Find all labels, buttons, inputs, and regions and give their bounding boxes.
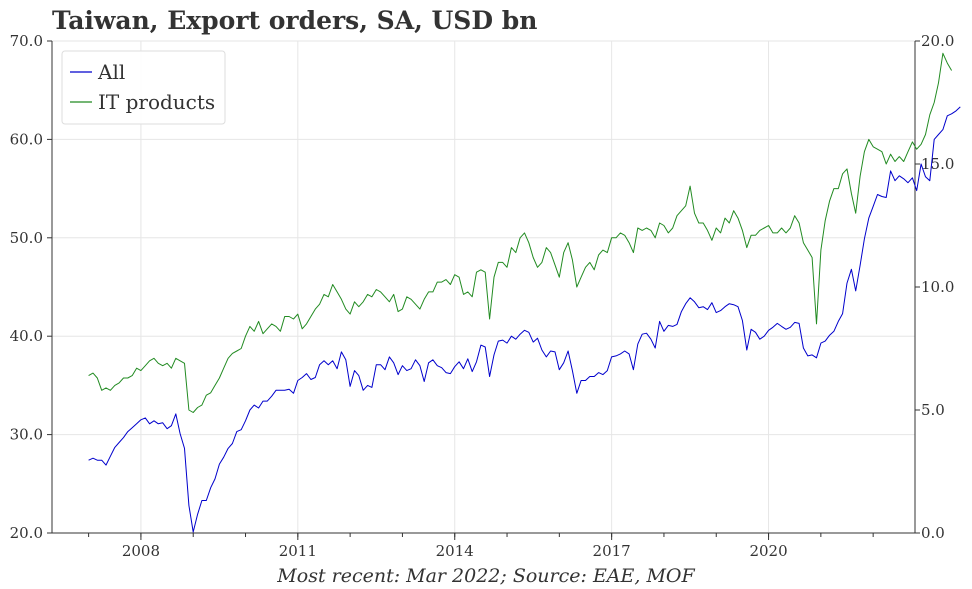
series-line-it-products (88, 52, 953, 413)
x-tick-label: 2017 (593, 542, 631, 560)
y-left-tick-label: 50.0 (10, 229, 43, 247)
series-lines (88, 52, 961, 533)
y-left-tick-label: 40.0 (10, 327, 43, 345)
legend-label: IT products (98, 90, 215, 114)
y-left-tick-label: 60.0 (10, 130, 43, 148)
series-line-all (88, 106, 961, 533)
legend-label: All (97, 60, 125, 84)
axes: 20.0 30.0 40.0 50.0 60.0 70.0 0.0 5.0 10.0 15.0 20… (10, 32, 955, 560)
legend: All IT products (61, 50, 226, 125)
y-right-tick-label: 0.0 (921, 524, 945, 542)
y-right-tick-label: 15.0 (921, 155, 954, 173)
y-right-tick-label: 5.0 (921, 401, 945, 419)
x-tick-label: 2011 (279, 542, 317, 560)
chart-title: Taiwan, Export orders, SA, USD bn (52, 6, 538, 35)
x-tick-label: 2014 (436, 542, 474, 560)
y-right-tick-label: 10.0 (921, 278, 954, 296)
y-left-tick-label: 70.0 (10, 32, 43, 50)
y-left-tick-label: 30.0 (10, 426, 43, 444)
grid (52, 40, 915, 534)
x-tick-label: 2020 (749, 542, 787, 560)
x-tick-label: 2008 (122, 542, 160, 560)
legend-box (61, 50, 226, 125)
y-left-tick-label: 20.0 (10, 524, 43, 542)
chart-footnote: Most recent: Mar 2022; Source: EAE, MOF (277, 565, 695, 587)
y-right-tick-label: 20.0 (921, 32, 954, 50)
